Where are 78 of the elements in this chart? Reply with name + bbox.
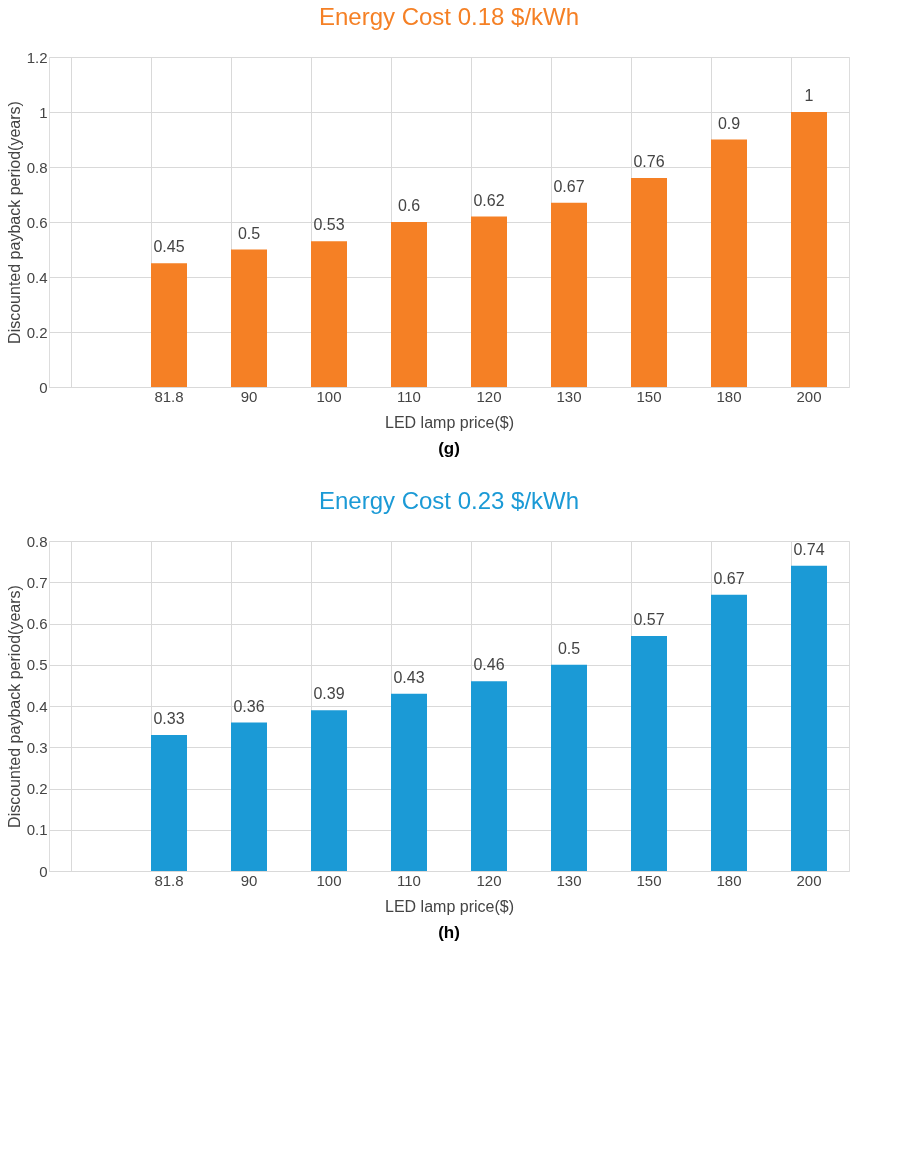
text: (h) <box>438 923 460 942</box>
y-tick-label: 0.2 <box>26 323 48 341</box>
x-axis-title: LED lamp price($) <box>385 897 514 915</box>
bar <box>391 222 427 387</box>
text: (g) <box>438 439 460 458</box>
x-axis-title: LED lamp price($) <box>385 413 514 431</box>
bar <box>151 734 187 871</box>
y-tick-label: 0.3 <box>26 738 48 756</box>
y-tick-label: 0.7 <box>26 573 48 591</box>
bar <box>551 202 587 387</box>
data-label: 0.67 <box>553 177 585 195</box>
x-tick-label: 200 <box>796 871 822 889</box>
data-label: 0.45 <box>153 238 185 256</box>
bar <box>791 565 827 871</box>
data-label: 0.57 <box>633 610 665 628</box>
data-label: 0.76 <box>633 153 665 170</box>
chart-title: Energy Cost 0.18 $/kWh <box>318 3 580 30</box>
bar <box>631 635 667 871</box>
bar <box>631 178 667 387</box>
x-tick-label: 100 <box>316 871 342 889</box>
bar <box>151 263 187 387</box>
bar <box>791 112 827 387</box>
x-tick-label: 150 <box>636 871 662 889</box>
y-tick-label: 0.6 <box>26 615 48 632</box>
chart-title: Energy Cost 0.23 $/kWh <box>318 487 580 514</box>
y-tick-label: 0.8 <box>26 158 48 176</box>
bar <box>231 722 267 871</box>
x-tick-label: 110 <box>397 871 421 889</box>
x-tick-label: 81.8 <box>154 871 184 889</box>
y-tick-label: 0.4 <box>26 697 48 715</box>
bar <box>231 249 267 387</box>
bar <box>311 241 347 387</box>
y-tick-label: 0.8 <box>26 532 48 550</box>
y-tick-label: 0.1 <box>26 821 48 839</box>
x-tick-label: 90 <box>240 871 258 889</box>
x-tick-label: 90 <box>240 387 258 405</box>
bar <box>711 594 747 871</box>
data-label: 1 <box>804 87 814 104</box>
x-tick-label: 180 <box>716 387 742 405</box>
y-axis-title: Discounted payback period(years) <box>5 101 23 344</box>
x-tick-label: 150 <box>636 387 662 405</box>
data-label: 0.74 <box>793 540 825 558</box>
x-tick-label: 100 <box>316 387 342 405</box>
bar <box>711 139 747 387</box>
y-axis-title: Discounted payback period(years) <box>5 585 23 828</box>
data-label: 0.43 <box>393 668 425 686</box>
bar <box>391 693 427 871</box>
data-label: 0.46 <box>473 656 505 674</box>
x-tick-label: 120 <box>476 387 502 405</box>
data-label: 0.6 <box>397 197 421 214</box>
x-tick-label: 81.8 <box>154 387 184 405</box>
data-label: 0.39 <box>313 685 345 703</box>
data-label: 0.5 <box>237 224 261 242</box>
y-tick-label: 0 <box>39 862 48 880</box>
x-tick-label: 130 <box>556 387 582 405</box>
x-tick-label: 120 <box>476 871 502 889</box>
x-tick-label: 110 <box>397 387 421 405</box>
y-tick-label: 0 <box>39 378 48 396</box>
bar <box>471 681 507 871</box>
data-label: 0.36 <box>233 697 265 715</box>
data-label: 0.62 <box>473 191 505 209</box>
x-tick-label: 200 <box>796 387 822 405</box>
x-tick-label: 180 <box>716 871 742 889</box>
bar <box>471 216 507 387</box>
y-tick-label: 0.6 <box>26 213 48 231</box>
data-label: 0.33 <box>153 709 185 727</box>
y-tick-label: 0.2 <box>26 780 48 797</box>
bar <box>551 664 587 871</box>
bar <box>311 710 347 871</box>
y-tick-label: 1 <box>39 103 48 121</box>
data-label: 0.53 <box>313 216 345 234</box>
y-tick-label: 0.4 <box>26 268 48 286</box>
y-tick-label: 1.2 <box>26 48 48 66</box>
y-tick-label: 0.5 <box>26 656 48 674</box>
data-label: 0.5 <box>557 639 581 657</box>
data-label: 0.67 <box>713 569 745 587</box>
data-label: 0.9 <box>717 114 741 132</box>
x-tick-label: 130 <box>556 871 582 889</box>
